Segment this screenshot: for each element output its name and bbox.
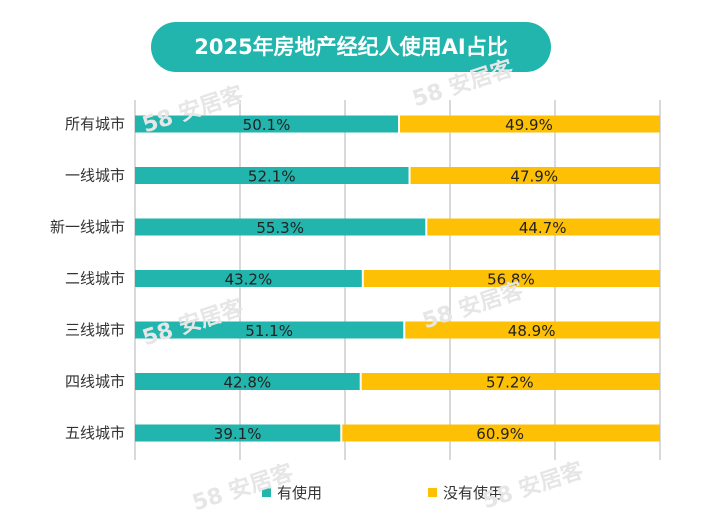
category-label: 所有城市 — [65, 115, 125, 133]
data-label: 47.9% — [510, 168, 558, 186]
legend-label-not-used: 没有使用 — [443, 484, 504, 502]
category-label: 新一线城市 — [50, 218, 125, 236]
data-label: 51.1% — [245, 322, 293, 340]
legend-item-not-used: 没有使用 — [428, 482, 503, 503]
bar-segment-used — [135, 424, 341, 442]
category-label: 三线城市 — [65, 321, 125, 339]
data-label: 60.9% — [476, 425, 524, 443]
bar-segment-used — [135, 270, 362, 287]
data-label: 49.9% — [505, 116, 553, 134]
legend-item-used: 有使用 — [262, 482, 322, 503]
data-label: 44.7% — [519, 219, 567, 237]
data-label: 52.1% — [248, 168, 296, 186]
data-label: 50.1% — [243, 116, 291, 134]
bar-segment-used — [135, 321, 404, 339]
legend-label-used: 有使用 — [277, 484, 323, 502]
chart-title: 2025年房地产经纪人使用AI占比 — [194, 35, 508, 59]
category-label: 五线城市 — [65, 424, 125, 442]
bar-segment-used — [135, 218, 426, 236]
data-label: 39.1% — [214, 425, 262, 443]
category-label: 二线城市 — [65, 270, 125, 288]
bar-segment-not-used — [405, 321, 660, 339]
legend-swatch-not-used — [428, 488, 437, 497]
data-label: 48.9% — [508, 322, 556, 340]
bar-segment-not-used — [400, 115, 660, 133]
data-label: 43.2% — [225, 271, 273, 289]
bar-segment-used — [135, 167, 409, 184]
legend-swatch-used — [262, 488, 271, 497]
bar-segment-used — [135, 373, 360, 390]
bar-segment-not-used — [342, 424, 660, 442]
data-label: 55.3% — [256, 219, 304, 237]
bar-segment-not-used — [427, 218, 660, 236]
category-label: 四线城市 — [65, 373, 125, 391]
category-label: 一线城市 — [65, 167, 125, 185]
data-label: 56.8% — [487, 271, 535, 289]
data-label: 57.2% — [486, 374, 534, 392]
bar-segment-not-used — [361, 373, 660, 390]
bar-segment-not-used — [363, 270, 660, 287]
data-label: 42.8% — [224, 374, 272, 392]
title-pill — [151, 22, 551, 72]
bar-segment-used — [135, 115, 399, 133]
bar-segment-not-used — [410, 167, 660, 184]
